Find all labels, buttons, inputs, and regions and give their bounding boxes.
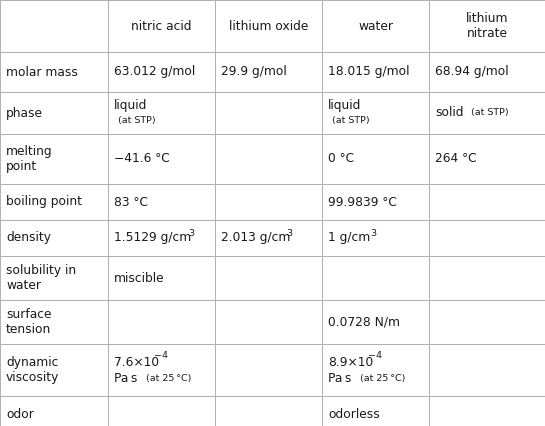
Text: odor: odor (6, 408, 34, 420)
Text: odorless: odorless (328, 408, 380, 420)
Text: 8.9×10: 8.9×10 (328, 356, 373, 368)
Text: −4: −4 (154, 351, 168, 360)
Text: (at 25 °C): (at 25 °C) (354, 374, 405, 383)
Text: 2.013 g/cm: 2.013 g/cm (221, 231, 290, 245)
Text: 3: 3 (286, 228, 292, 238)
Text: (at STP): (at STP) (118, 115, 156, 124)
Text: phase: phase (6, 106, 43, 120)
Text: dynamic
viscosity: dynamic viscosity (6, 356, 59, 384)
Text: 7.6×10: 7.6×10 (114, 356, 159, 368)
Text: 264 °C: 264 °C (435, 153, 477, 165)
Text: solid: solid (435, 106, 463, 120)
Text: melting
point: melting point (6, 145, 53, 173)
Text: 0 °C: 0 °C (328, 153, 354, 165)
Text: 18.015 g/mol: 18.015 g/mol (328, 66, 409, 78)
Text: lithium
nitrate: lithium nitrate (466, 12, 508, 40)
Text: 3: 3 (188, 228, 194, 238)
Text: 1.5129 g/cm: 1.5129 g/cm (114, 231, 191, 245)
Text: Pa s: Pa s (114, 371, 137, 385)
Text: water: water (358, 20, 393, 32)
Text: liquid: liquid (114, 100, 147, 112)
Text: miscible: miscible (114, 271, 165, 285)
Text: boiling point: boiling point (6, 196, 82, 208)
Text: (at STP): (at STP) (332, 115, 370, 124)
Text: lithium oxide: lithium oxide (229, 20, 308, 32)
Text: molar mass: molar mass (6, 66, 78, 78)
Text: nitric acid: nitric acid (131, 20, 192, 32)
Text: 29.9 g/mol: 29.9 g/mol (221, 66, 287, 78)
Text: 83 °C: 83 °C (114, 196, 148, 208)
Text: density: density (6, 231, 51, 245)
Text: 63.012 g/mol: 63.012 g/mol (114, 66, 195, 78)
Text: −41.6 °C: −41.6 °C (114, 153, 169, 165)
Text: solubility in
water: solubility in water (6, 264, 76, 292)
Text: surface
tension: surface tension (6, 308, 51, 336)
Text: 3: 3 (370, 228, 376, 238)
Text: 68.94 g/mol: 68.94 g/mol (435, 66, 508, 78)
Text: (at STP): (at STP) (468, 109, 508, 118)
Text: liquid: liquid (328, 100, 361, 112)
Text: 0.0728 N/m: 0.0728 N/m (328, 316, 400, 328)
Text: −4: −4 (368, 351, 382, 360)
Text: 99.9839 °C: 99.9839 °C (328, 196, 397, 208)
Text: 1 g/cm: 1 g/cm (328, 231, 370, 245)
Text: Pa s: Pa s (328, 371, 352, 385)
Text: (at 25 °C): (at 25 °C) (140, 374, 191, 383)
